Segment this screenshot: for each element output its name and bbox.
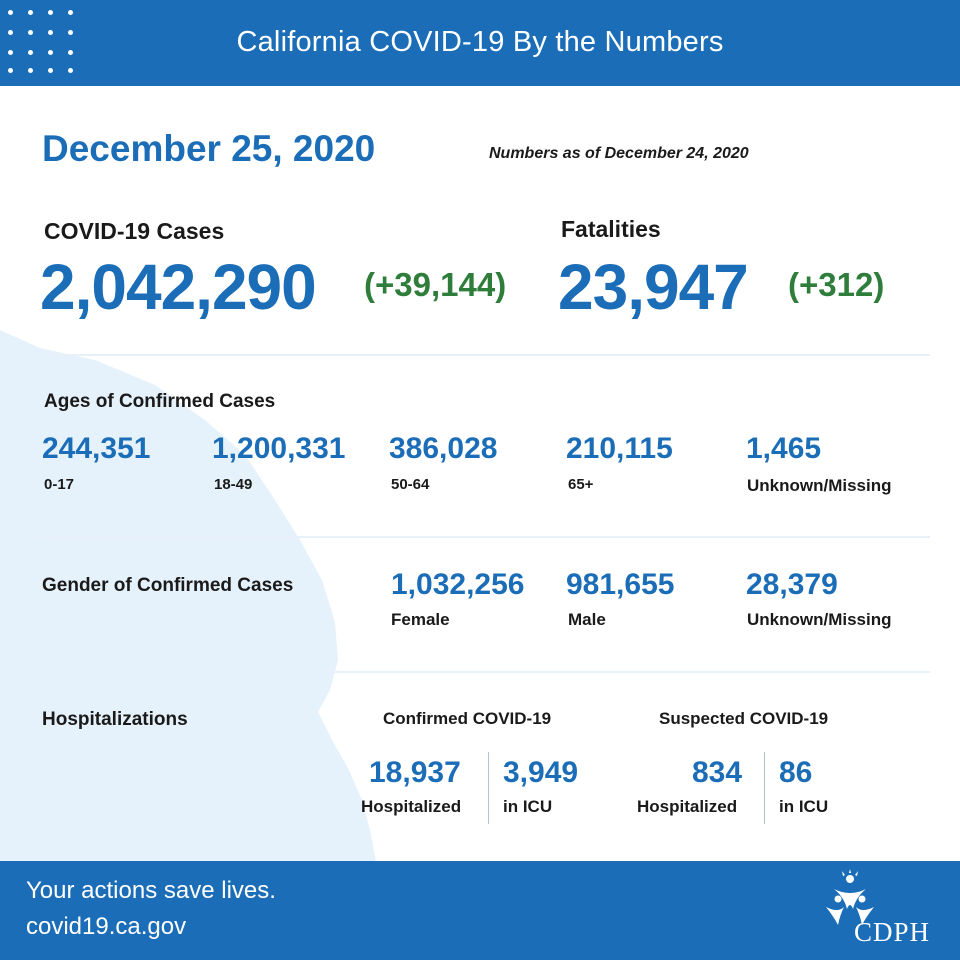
suspected-hospitalized-value: 834: [692, 756, 743, 789]
footer-bar: Your actions save lives. covid19.ca.gov …: [0, 861, 960, 960]
age-group-value: 210,115: [566, 432, 673, 465]
suspected-icu-value: 86: [779, 756, 813, 789]
section-divider: [42, 671, 930, 673]
gender-label: Male: [568, 610, 606, 629]
gender-label: Unknown/Missing: [747, 610, 892, 629]
section-divider: [42, 536, 930, 538]
fatalities-label: Fatalities: [561, 216, 661, 242]
hospitalization-separator: [764, 752, 765, 824]
confirmed-icu-value: 3,949: [503, 756, 579, 789]
age-group-value: 1,200,331: [212, 432, 346, 465]
page-title: California COVID-19 By the Numbers: [236, 26, 724, 58]
gender-value: 28,379: [746, 568, 838, 601]
gender-label: Female: [391, 610, 450, 629]
cdph-figures-icon: [826, 869, 874, 925]
footer-tagline: Your actions save lives.: [26, 877, 276, 904]
cdph-logo-text: CDPH: [854, 917, 931, 947]
age-group-label: 65+: [568, 476, 594, 493]
gender-value: 981,655: [566, 568, 675, 601]
confirmed-hospitalized-value: 18,937: [369, 756, 461, 789]
hospitalization-separator: [488, 752, 489, 824]
ages-section-label: Ages of Confirmed Cases: [44, 391, 276, 412]
confirmed-icu-label: in ICU: [503, 797, 553, 816]
footer-url-link[interactable]: covid19.ca.gov: [26, 913, 187, 940]
fatalities-total: 23,947: [558, 251, 749, 323]
gender-section-label: Gender of Confirmed Cases: [42, 575, 294, 596]
cdph-logo: CDPH: [820, 867, 940, 955]
data-as-of-note: Numbers as of December 24, 2020: [489, 145, 749, 162]
cases-delta: (+39,144): [364, 266, 507, 303]
section-divider: [42, 354, 930, 356]
cases-total: 2,042,290: [40, 251, 317, 323]
age-group-label: 18-49: [214, 476, 253, 493]
gender-value: 1,032,256: [391, 568, 525, 601]
fatalities-delta: (+312): [788, 266, 885, 303]
age-group-label: 50-64: [391, 476, 430, 493]
age-group-label: 0-17: [44, 476, 75, 493]
report-date: December 25, 2020: [42, 128, 376, 169]
age-group-label: Unknown/Missing: [747, 476, 892, 495]
confirmed-covid-title: Confirmed COVID-19: [383, 709, 552, 728]
suspected-hospitalized-label: Hospitalized: [637, 797, 738, 816]
header-bar: California COVID-19 By the Numbers: [0, 0, 960, 86]
age-group-value: 386,028: [389, 432, 498, 465]
hospitalizations-section-label: Hospitalizations: [42, 709, 188, 730]
age-group-value: 1,465: [746, 432, 822, 465]
decorative-dots-icon: [8, 10, 76, 76]
confirmed-hospitalized-label: Hospitalized: [361, 797, 462, 816]
cases-label: COVID-19 Cases: [44, 218, 225, 244]
suspected-icu-label: in ICU: [779, 797, 829, 816]
age-group-value: 244,351: [42, 432, 151, 465]
suspected-covid-title: Suspected COVID-19: [659, 709, 829, 728]
